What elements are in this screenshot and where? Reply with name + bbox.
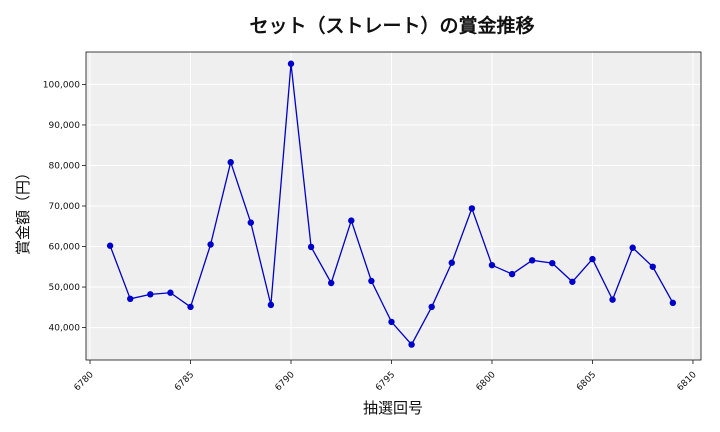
y-tick-label: 60,000 — [49, 243, 81, 253]
data-point — [408, 341, 415, 348]
y-axis-ticks: 40,000 50,000 60,000 70,000 80,000 90,000 100,… — [43, 80, 86, 334]
x-axis-label: 抽選回号 — [363, 399, 423, 417]
y-tick-label: 70,000 — [49, 202, 81, 212]
x-tick-label: 6795 — [374, 370, 397, 393]
data-point — [267, 301, 275, 309]
data-point — [227, 159, 234, 166]
data-point — [488, 261, 496, 269]
y-tick-label: 50,000 — [49, 283, 81, 293]
y-tick-label: 90,000 — [49, 121, 81, 131]
x-tick-label: 6810 — [676, 370, 699, 393]
data-point — [147, 291, 154, 298]
data-point — [569, 278, 576, 285]
data-point — [187, 303, 194, 311]
x-axis-ticks: 6780 6785 6790 6795 6800 6805 6810 — [73, 360, 699, 393]
data-point — [247, 219, 255, 226]
x-tick-label: 6805 — [575, 370, 598, 393]
x-tick-label: 6785 — [173, 370, 196, 393]
data-point — [468, 205, 476, 212]
data-point — [589, 255, 596, 263]
x-tick-label: 6780 — [73, 370, 96, 393]
y-tick-label: 40,000 — [49, 324, 81, 334]
x-tick-label: 6790 — [274, 370, 297, 393]
y-tick-label: 80,000 — [49, 161, 81, 171]
data-point — [649, 263, 656, 270]
data-point — [207, 241, 214, 248]
data-point — [448, 259, 455, 266]
data-point — [528, 257, 536, 264]
data-point — [307, 243, 315, 251]
chart-title: セット（ストレート）の賞金推移 — [249, 14, 534, 37]
data-point — [669, 299, 677, 307]
data-point — [609, 296, 616, 303]
grid-lines — [86, 52, 701, 360]
data-point — [508, 270, 516, 278]
data-point — [287, 60, 295, 67]
series-group — [106, 60, 677, 348]
y-tick-label: 100,000 — [43, 80, 80, 90]
data-point — [368, 277, 375, 285]
data-point — [549, 259, 556, 267]
data-point — [167, 289, 174, 296]
data-point — [348, 217, 355, 224]
data-point — [127, 295, 134, 303]
data-point — [327, 279, 335, 287]
y-axis-label: 賞金額（円） — [14, 165, 32, 255]
data-point — [388, 318, 395, 326]
data-point — [106, 242, 114, 249]
data-point — [428, 303, 435, 311]
x-tick-label: 6800 — [475, 370, 498, 393]
data-point — [629, 244, 636, 251]
